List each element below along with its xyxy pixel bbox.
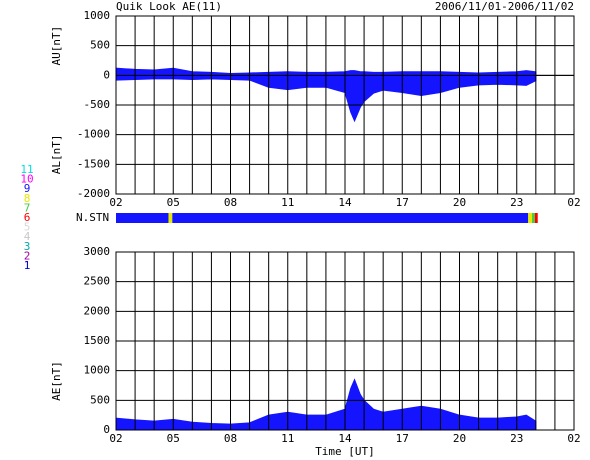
x-tick-label: 11	[281, 196, 294, 209]
station-legend-label: 10	[20, 173, 33, 186]
x-tick-label: 11	[281, 432, 294, 445]
y-tick-label: -500	[84, 98, 111, 111]
plot-frame	[115, 15, 575, 195]
x-tick-label: 02	[109, 196, 122, 209]
y-tick-label: 0	[103, 423, 110, 436]
x-tick-label: 23	[510, 196, 523, 209]
x-tick-label: 23	[510, 432, 523, 445]
y-axis-label: AE[nT]	[50, 361, 63, 401]
station-legend-label: 2	[24, 249, 31, 262]
station-segment	[532, 213, 535, 223]
x-tick-label: 14	[338, 196, 352, 209]
x-axis-label: Time [UT]	[315, 445, 375, 458]
station-segment	[168, 213, 173, 223]
y-tick-label: 0	[103, 68, 110, 81]
x-tick-label: 05	[167, 196, 180, 209]
x-tick-label: 17	[396, 432, 409, 445]
x-tick-label: 14	[338, 432, 352, 445]
plot-frame	[115, 251, 575, 431]
station-label: N.STN	[76, 211, 109, 224]
y-tick-label: 2500	[84, 275, 111, 288]
station-legend-label: 7	[24, 201, 31, 214]
x-tick-label: 02	[567, 196, 580, 209]
station-legend-label: 1	[24, 259, 31, 272]
x-tick-label: 20	[453, 196, 466, 209]
station-segment	[172, 213, 529, 223]
y-tick-label: -2000	[77, 187, 110, 200]
station-legend-label: 3	[24, 240, 31, 253]
x-tick-label: 02	[109, 432, 122, 445]
y-tick-label: 500	[90, 39, 110, 52]
y-tick-label: 3000	[84, 245, 111, 258]
y-tick-label: 1000	[84, 9, 111, 22]
period: 2006/11/01-2006/11/02	[435, 0, 574, 13]
x-tick-label: 20	[453, 432, 466, 445]
station-legend-label: 8	[24, 192, 31, 205]
station-legend-label: 9	[24, 182, 31, 195]
y-axis-label: AU[nT]	[50, 26, 63, 66]
x-tick-label: 08	[224, 196, 237, 209]
station-legend-label: 11	[20, 163, 33, 176]
y-tick-label: 2000	[84, 304, 111, 317]
y-tick-label: 1000	[84, 364, 111, 377]
station-legend-label: 6	[24, 211, 31, 224]
station-segment	[534, 213, 538, 223]
y-tick-label: -1000	[77, 128, 110, 141]
y-axis-label: AL[nT]	[50, 134, 63, 174]
x-tick-label: 05	[167, 432, 180, 445]
chart-title: Quik Look AE(11)	[116, 0, 222, 13]
station-legend-label: 4	[24, 230, 31, 243]
x-tick-label: 08	[224, 432, 237, 445]
x-tick-label: 17	[396, 196, 409, 209]
x-tick-label: 02	[567, 432, 580, 445]
y-tick-label: -1500	[77, 157, 110, 170]
station-legend-label: 5	[24, 221, 31, 234]
station-segment	[528, 213, 533, 223]
station-segment	[116, 213, 169, 223]
y-tick-label: 500	[90, 393, 110, 406]
y-tick-label: 1500	[84, 334, 111, 347]
